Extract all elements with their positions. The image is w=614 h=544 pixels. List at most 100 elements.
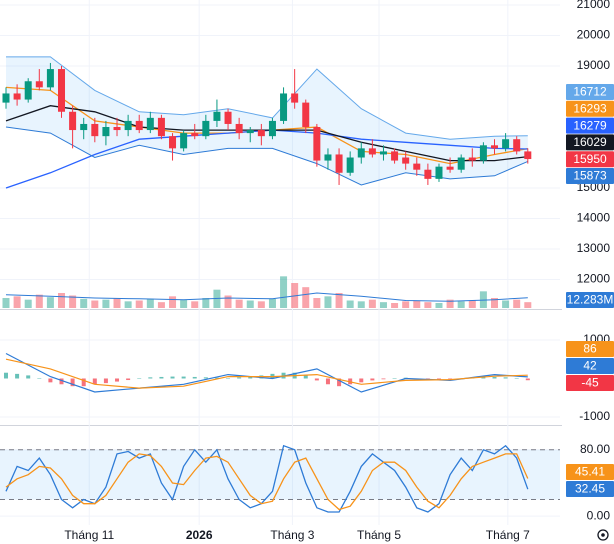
candle-body bbox=[2, 93, 10, 103]
price-tag-label: 16029 bbox=[573, 135, 607, 149]
price-tag-label: 16279 bbox=[573, 118, 607, 132]
volume-bar bbox=[91, 300, 99, 308]
price-tag bbox=[566, 375, 614, 391]
histogram-bar bbox=[81, 378, 86, 387]
price-tag-label: -45 bbox=[581, 376, 599, 390]
volume-bar bbox=[46, 297, 54, 308]
price-tag-label: 16293 bbox=[573, 101, 607, 115]
volume-bar bbox=[146, 298, 154, 308]
price-tag bbox=[566, 134, 614, 151]
y-tick-label: 20000 bbox=[577, 28, 611, 42]
histogram-bar bbox=[203, 377, 208, 379]
histogram-bar bbox=[103, 378, 108, 384]
volume-bar bbox=[2, 298, 10, 308]
candle-body bbox=[357, 148, 365, 158]
y-tick-label: 19000 bbox=[577, 58, 611, 72]
histogram-bar bbox=[481, 377, 486, 379]
volume-bar bbox=[268, 298, 276, 308]
candle-body bbox=[490, 145, 498, 149]
price-tag bbox=[566, 100, 614, 117]
volume-bar bbox=[357, 301, 365, 308]
histogram-bar bbox=[26, 375, 31, 379]
volume-ma-line bbox=[5, 292, 528, 302]
price-tag bbox=[566, 358, 614, 374]
histogram-bar bbox=[325, 378, 330, 385]
candle-body bbox=[58, 69, 66, 112]
y-tick-label: 14000 bbox=[577, 211, 611, 225]
volume-bar bbox=[224, 295, 232, 308]
candle-body bbox=[402, 157, 410, 164]
price-tag-label: 16712 bbox=[573, 85, 607, 99]
candle-body bbox=[313, 127, 321, 161]
volume-bar bbox=[457, 301, 465, 308]
histogram-bar bbox=[214, 377, 219, 379]
volume-bar bbox=[446, 299, 454, 308]
histogram-bar bbox=[148, 377, 153, 379]
volume-bar bbox=[157, 302, 165, 308]
histogram-bar bbox=[436, 378, 441, 380]
histogram-bar bbox=[248, 376, 253, 379]
macd-line bbox=[5, 352, 528, 393]
histogram-bar bbox=[115, 378, 120, 382]
volume-bar bbox=[13, 296, 21, 308]
histogram-bar bbox=[314, 378, 319, 381]
x-tick-label: Tháng 3 bbox=[270, 528, 314, 542]
histogram-bar bbox=[226, 378, 231, 379]
histogram-bar bbox=[525, 378, 530, 381]
candle-body bbox=[291, 93, 299, 103]
candle-body bbox=[69, 111, 77, 131]
volume-bar bbox=[391, 303, 399, 308]
histogram-bar bbox=[448, 378, 453, 380]
candle-body bbox=[424, 169, 432, 179]
y-tick-label: 80.00 bbox=[580, 442, 610, 456]
candle-body bbox=[257, 130, 265, 137]
candle-body bbox=[524, 151, 532, 160]
candle-body bbox=[35, 81, 43, 88]
candle-body bbox=[80, 123, 88, 131]
candle-body bbox=[268, 120, 276, 137]
volume-bar bbox=[202, 298, 210, 308]
candle-body bbox=[169, 136, 177, 149]
candle-body bbox=[24, 81, 32, 100]
histogram-bar bbox=[181, 376, 186, 379]
price-tag-label: 45.41 bbox=[575, 465, 605, 479]
settings-icon[interactable] bbox=[597, 529, 609, 541]
volume-bar bbox=[379, 302, 387, 308]
price-tag-label: 32.45 bbox=[575, 482, 605, 496]
volume-bar bbox=[24, 299, 32, 308]
candle-body bbox=[413, 163, 421, 170]
histogram-bar bbox=[48, 378, 53, 383]
histogram-bar bbox=[192, 376, 197, 379]
overlay-line bbox=[5, 126, 528, 186]
volume-bar bbox=[402, 301, 410, 308]
volume-bar bbox=[69, 295, 77, 308]
volume-bar bbox=[513, 299, 521, 308]
price-tag-label: 15950 bbox=[573, 152, 607, 166]
y-tick-label: -1000 bbox=[579, 409, 610, 423]
volume-bar bbox=[169, 296, 177, 308]
candle-body bbox=[246, 130, 254, 134]
histogram-bar bbox=[170, 376, 175, 379]
candle-body bbox=[379, 151, 387, 155]
volume-bar bbox=[302, 287, 310, 308]
candle-body bbox=[124, 120, 132, 131]
volume-bar bbox=[124, 301, 132, 308]
volume-bar bbox=[257, 301, 265, 308]
histogram-bar bbox=[137, 378, 142, 379]
candle-body bbox=[135, 120, 143, 131]
candle-body bbox=[157, 117, 165, 137]
candle-body bbox=[102, 127, 110, 137]
volume-bar bbox=[424, 302, 432, 308]
stoch-k-line bbox=[5, 444, 529, 513]
candle-body bbox=[446, 166, 454, 170]
x-tick-label: Tháng 7 bbox=[486, 528, 530, 542]
volume-bar bbox=[246, 300, 254, 308]
candle-body bbox=[91, 123, 99, 137]
volume-bar bbox=[35, 294, 43, 308]
histogram-bar bbox=[59, 378, 64, 385]
histogram-bar bbox=[492, 376, 497, 379]
price-tag-label: 15873 bbox=[573, 169, 607, 183]
candle-body bbox=[180, 133, 188, 149]
price-tag bbox=[566, 168, 614, 184]
band-fill bbox=[6, 56, 528, 186]
